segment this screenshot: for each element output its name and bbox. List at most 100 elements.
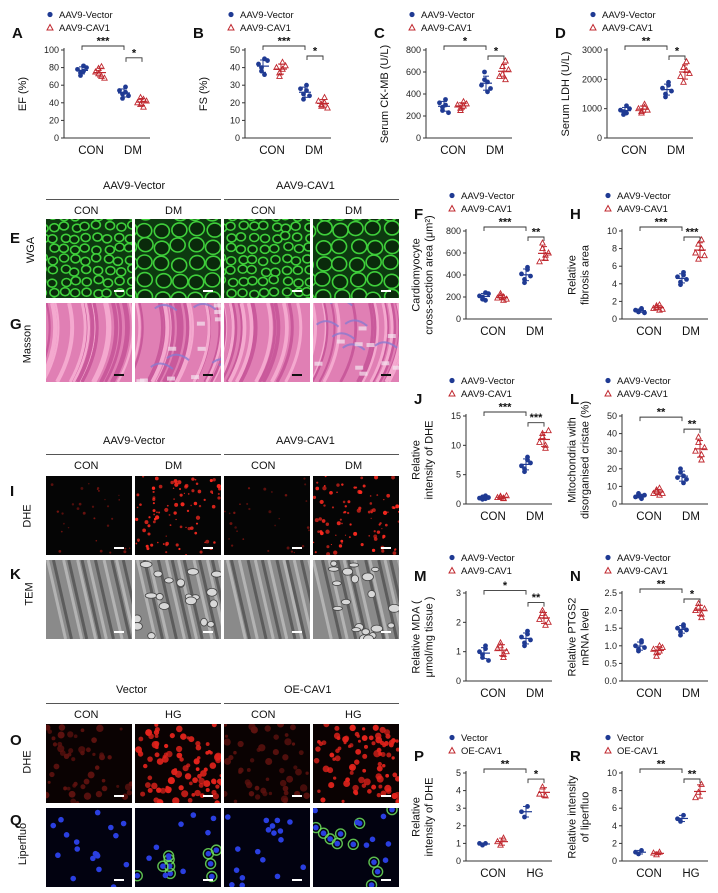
y-tick-label: 0 xyxy=(456,314,461,324)
axis-lines xyxy=(621,591,708,682)
significance-label: ** xyxy=(688,769,697,781)
x-category-label: DM xyxy=(682,326,700,338)
scale-bar xyxy=(381,631,391,633)
data-point xyxy=(675,625,680,631)
significance-label: ** xyxy=(657,407,666,419)
scale-bar xyxy=(203,374,213,376)
scale-bar xyxy=(292,631,302,633)
significance-bracket xyxy=(527,778,545,784)
y-tick-label: 20 xyxy=(49,115,59,125)
data-point xyxy=(522,277,527,282)
data-point xyxy=(542,441,549,448)
col-label-con: CON xyxy=(74,460,99,472)
data-point xyxy=(276,72,283,79)
legend-marker-2 xyxy=(408,23,416,31)
data-point xyxy=(486,658,491,663)
header-aav9-cav1: AAV9-CAV1 xyxy=(276,180,335,192)
data-point xyxy=(633,643,638,649)
data-point xyxy=(636,648,641,654)
col-label-con: CON xyxy=(251,460,276,472)
header-vector: Vector xyxy=(116,684,148,696)
tem-micrograph xyxy=(46,560,132,639)
y-tick-label: 400 xyxy=(406,89,421,99)
data-point xyxy=(701,251,708,259)
y-axis-label: fibrosis area xyxy=(580,244,592,305)
data-point xyxy=(140,95,147,102)
data-point xyxy=(692,606,699,614)
significance-label: * xyxy=(675,46,680,58)
data-point xyxy=(639,638,644,643)
data-point xyxy=(536,257,543,265)
data-point xyxy=(653,648,660,656)
significance-label: ** xyxy=(642,36,651,48)
panel-D: D AAV9-Vector AAV9-CAV1 0 1000 2000 3000 Serum … xyxy=(545,2,701,165)
y-axis-label: disorganised cristae (%) xyxy=(580,401,592,519)
x-category-label: CON xyxy=(480,868,506,880)
data-point xyxy=(486,291,491,297)
y-axis-label: Relative xyxy=(411,440,423,480)
scale-bar xyxy=(114,879,124,881)
significance-bracket xyxy=(487,55,505,60)
legend-marker-2 xyxy=(589,23,597,31)
y-tick-label: 0.5 xyxy=(604,658,617,668)
data-point xyxy=(502,75,509,83)
significance-bracket xyxy=(527,602,545,607)
data-point xyxy=(644,106,651,113)
x-category-label: CON xyxy=(480,688,506,700)
chart-D: D AAV9-Vector AAV9-CAV1 0 1000 2000 3000 Serum … xyxy=(555,10,693,157)
data-point xyxy=(497,289,504,297)
legend-label-1: AAV9-Vector xyxy=(59,10,113,21)
data-point xyxy=(681,473,686,479)
y-axis-label: Relative xyxy=(567,255,579,295)
liperfluo-micrograph xyxy=(46,808,132,887)
significance-bracket xyxy=(306,55,324,60)
panel-letter-J: J xyxy=(414,391,422,408)
data-point xyxy=(639,848,644,853)
scale-bar xyxy=(292,374,302,376)
data-point xyxy=(678,469,683,475)
legend-label-1: AAV9-Vector xyxy=(461,376,515,387)
x-category-label: DM xyxy=(526,326,544,338)
y-tick-label: 0 xyxy=(235,133,240,143)
data-point xyxy=(78,73,83,78)
legend-label-2: AAV9-CAV1 xyxy=(617,389,668,400)
scale-bar xyxy=(381,374,391,376)
data-point xyxy=(678,632,683,638)
data-point xyxy=(539,429,546,437)
y-tick-label: 600 xyxy=(446,248,461,258)
x-category-label: CON xyxy=(440,145,466,157)
data-point xyxy=(695,438,702,445)
y-tick-label: 0 xyxy=(416,133,421,143)
data-point xyxy=(494,837,501,845)
y-tick-label: 40 xyxy=(607,429,617,439)
header-rule xyxy=(46,454,221,455)
data-point xyxy=(692,447,699,454)
y-tick-label: 40 xyxy=(49,98,59,108)
legend-label-2: AAV9-CAV1 xyxy=(421,23,472,34)
data-point xyxy=(545,426,552,434)
data-point xyxy=(265,58,270,63)
data-point xyxy=(505,65,512,73)
scale-bar xyxy=(114,290,124,292)
x-category-label: DM xyxy=(526,511,544,523)
significance-label: ** xyxy=(657,579,666,591)
liperfluo-micrograph xyxy=(313,808,399,887)
panel-letter-G: G xyxy=(10,316,22,333)
data-point xyxy=(678,466,683,472)
data-point xyxy=(98,62,105,70)
legend-label-1: AAV9-Vector xyxy=(421,10,475,21)
legend-label-2: OE-CAV1 xyxy=(461,746,502,757)
x-category-label: HG xyxy=(682,868,699,880)
data-point xyxy=(120,96,125,101)
y-tick-label: 60 xyxy=(49,80,59,90)
legend-label-2: AAV9-CAV1 xyxy=(461,204,512,215)
data-point xyxy=(503,491,510,499)
data-point xyxy=(681,624,686,629)
x-category-label: CON xyxy=(78,145,104,157)
row-label-wga: WGA xyxy=(25,236,38,264)
y-tick-label: 2.0 xyxy=(604,606,617,616)
data-point xyxy=(624,110,629,116)
legend-label-1: AAV9-Vector xyxy=(461,191,515,202)
chart-J: J AAV9-Vector AAV9-CAV1 0 5 10 15 Relative inten… xyxy=(411,376,552,523)
data-point xyxy=(321,93,328,100)
